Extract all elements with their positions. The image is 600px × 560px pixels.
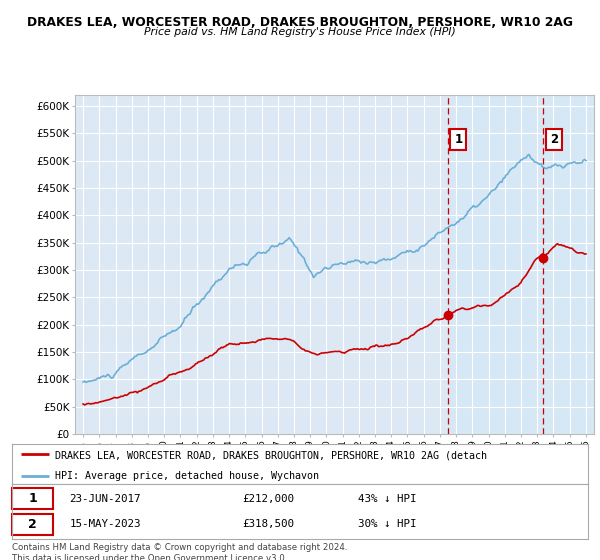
Bar	[448, 95, 594, 434]
FancyBboxPatch shape	[12, 514, 53, 535]
Text: 23-JUN-2017: 23-JUN-2017	[70, 494, 141, 503]
Text: 1: 1	[28, 492, 37, 505]
Text: Contains HM Land Registry data © Crown copyright and database right 2024.
This d: Contains HM Land Registry data © Crown c…	[12, 543, 347, 560]
Text: £212,000: £212,000	[242, 494, 295, 503]
Text: 30% ↓ HPI: 30% ↓ HPI	[358, 520, 416, 529]
Text: 2: 2	[550, 133, 558, 146]
Text: 2: 2	[28, 518, 37, 531]
Text: Price paid vs. HM Land Registry's House Price Index (HPI): Price paid vs. HM Land Registry's House …	[144, 27, 456, 37]
Text: DRAKES LEA, WORCESTER ROAD, DRAKES BROUGHTON, PERSHORE, WR10 2AG: DRAKES LEA, WORCESTER ROAD, DRAKES BROUG…	[27, 16, 573, 29]
Text: 15-MAY-2023: 15-MAY-2023	[70, 520, 141, 529]
FancyBboxPatch shape	[12, 488, 53, 509]
Text: 43% ↓ HPI: 43% ↓ HPI	[358, 494, 416, 503]
Text: 1: 1	[454, 133, 463, 146]
Text: DRAKES LEA, WORCESTER ROAD, DRAKES BROUGHTON, PERSHORE, WR10 2AG (detach: DRAKES LEA, WORCESTER ROAD, DRAKES BROUG…	[55, 450, 487, 460]
Text: £318,500: £318,500	[242, 520, 295, 529]
Text: HPI: Average price, detached house, Wychavon: HPI: Average price, detached house, Wych…	[55, 472, 319, 482]
